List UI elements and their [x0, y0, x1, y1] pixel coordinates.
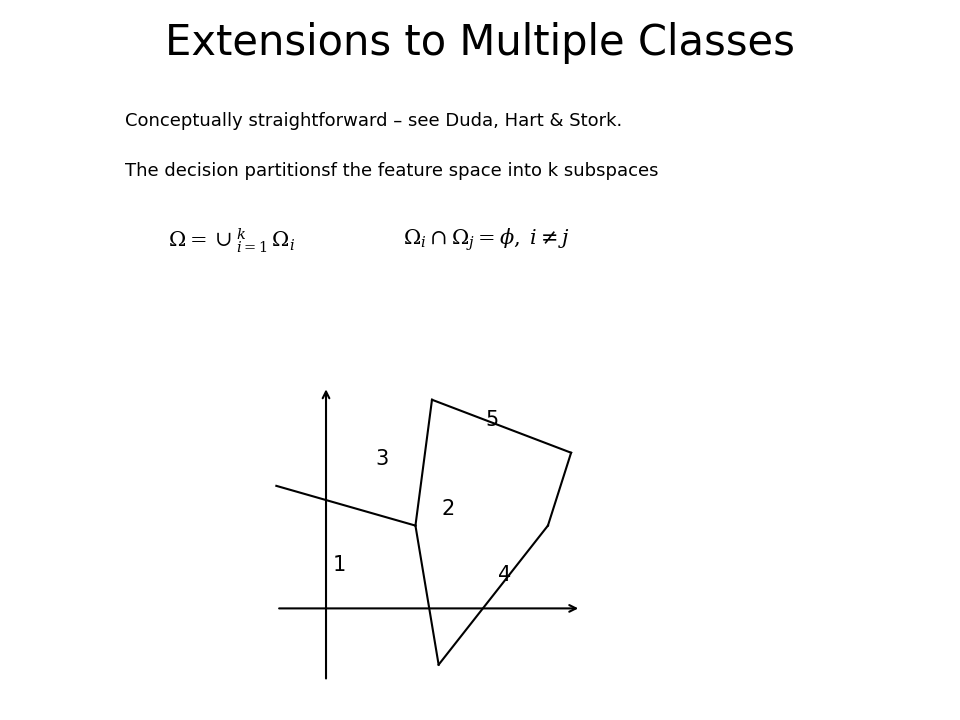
Text: The decision partitionsf the feature space into k subspaces: The decision partitionsf the feature spa…	[125, 162, 659, 180]
Text: $\Omega_i \cap \Omega_j = \phi,\; i \neq j$: $\Omega_i \cap \Omega_j = \phi,\; i \neq…	[403, 227, 570, 253]
Text: $\Omega = \cup_{i=1}^{k}\,\Omega_i$: $\Omega = \cup_{i=1}^{k}\,\Omega_i$	[168, 227, 296, 256]
Text: Extensions to Multiple Classes: Extensions to Multiple Classes	[165, 22, 795, 63]
Text: 3: 3	[375, 449, 389, 469]
Text: 1: 1	[332, 555, 346, 575]
Text: 4: 4	[498, 565, 512, 585]
Text: 5: 5	[485, 410, 498, 430]
Text: 2: 2	[442, 499, 455, 519]
Text: Conceptually straightforward – see Duda, Hart & Stork.: Conceptually straightforward – see Duda,…	[125, 112, 622, 130]
